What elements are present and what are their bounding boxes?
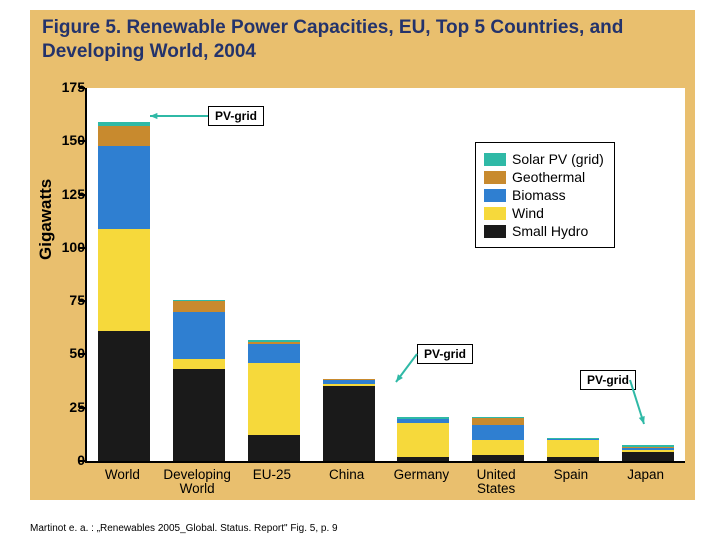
legend-row-biomass: Biomass [484,187,604,203]
seg-geothermal [173,301,225,312]
seg-small_hydro [323,386,375,461]
seg-small_hydro [173,369,225,461]
seg-wind [98,229,150,331]
legend-row-solar_pv: Solar PV (grid) [484,151,604,167]
seg-biomass [248,344,300,363]
seg-small_hydro [397,457,449,461]
legend-label-wind: Wind [512,205,544,221]
bar-developing-world [173,300,225,461]
xcat-united-states: UnitedStates [461,468,531,496]
seg-biomass [173,312,225,359]
seg-biomass [472,425,524,440]
xcat-japan: Japan [611,468,681,482]
seg-wind [173,359,225,370]
xcat-eu-25: EU-25 [237,468,307,482]
seg-small_hydro [472,455,524,461]
seg-wind [472,440,524,455]
xcat-spain: Spain [536,468,606,482]
legend-row-wind: Wind [484,205,604,221]
seg-wind [248,363,300,435]
seg-biomass [98,146,150,229]
bar-germany [397,417,449,461]
legend-row-geothermal: Geothermal [484,169,604,185]
legend-label-small_hydro: Small Hydro [512,223,588,239]
annotation-label-2: PV-grid [580,370,636,390]
bar-world [98,122,150,461]
seg-small_hydro [98,331,150,461]
xcat-china: China [312,468,382,482]
legend-label-solar_pv: Solar PV (grid) [512,151,604,167]
figure-panel: Figure 5. Renewable Power Capacities, EU… [30,10,695,500]
legend-swatch-biomass [484,189,506,202]
legend: Solar PV (grid) Geothermal Biomass Wind Smal… [475,142,615,248]
seg-wind [397,423,449,457]
legend-label-biomass: Biomass [512,187,566,203]
seg-small_hydro [547,457,599,461]
legend-swatch-wind [484,207,506,220]
bar-united-states [472,417,524,461]
legend-swatch-geothermal [484,171,506,184]
bar-spain [547,438,599,461]
bar-china [323,379,375,461]
annotation-label-0: PV-grid [208,106,264,126]
xcat-germany: Germany [386,468,456,482]
seg-small_hydro [622,452,674,461]
xcat-developing-world: DevelopingWorld [162,468,232,496]
xcat-world: World [87,468,157,482]
source-footnote: Martinot e. a. : „Renewables 2005_Global… [30,523,338,534]
legend-swatch-solar_pv [484,153,506,166]
bar-japan [622,445,674,461]
legend-label-geothermal: Geothermal [512,169,585,185]
figure-title: Figure 5. Renewable Power Capacities, EU… [42,16,683,64]
legend-row-small_hydro: Small Hydro [484,223,604,239]
annotation-label-1: PV-grid [417,344,473,364]
bar-eu-25 [248,340,300,461]
seg-geothermal [98,126,150,145]
seg-wind [547,440,599,457]
seg-small_hydro [248,435,300,461]
legend-swatch-small_hydro [484,225,506,238]
page-root: Figure 5. Renewable Power Capacities, EU… [0,0,720,540]
